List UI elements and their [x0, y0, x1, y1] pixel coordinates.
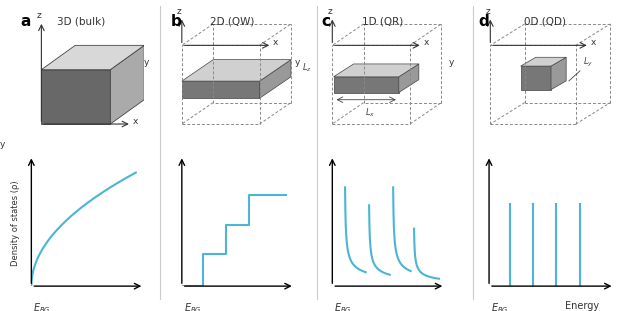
- Text: y: y: [295, 58, 300, 67]
- Polygon shape: [41, 70, 110, 124]
- Text: $E_{BG}$: $E_{BG}$: [33, 301, 51, 311]
- Polygon shape: [41, 45, 144, 70]
- Polygon shape: [260, 60, 291, 98]
- Text: z: z: [36, 11, 41, 20]
- Text: 2D (QW): 2D (QW): [210, 17, 254, 27]
- Polygon shape: [334, 77, 399, 93]
- Polygon shape: [182, 60, 291, 81]
- Polygon shape: [110, 45, 144, 124]
- Text: x: x: [133, 117, 138, 126]
- Text: b: b: [171, 14, 181, 29]
- Text: 3D (bulk): 3D (bulk): [58, 17, 105, 27]
- Polygon shape: [182, 81, 260, 98]
- Text: x: x: [273, 38, 278, 47]
- Text: a: a: [20, 14, 31, 29]
- Text: x: x: [424, 38, 429, 47]
- Text: $E_{BG}$: $E_{BG}$: [492, 301, 509, 311]
- Text: c: c: [321, 14, 330, 29]
- Polygon shape: [551, 57, 566, 90]
- Text: $E_{BG}$: $E_{BG}$: [334, 301, 352, 311]
- Text: $L_z$: $L_z$: [302, 62, 312, 74]
- Text: d: d: [478, 14, 488, 29]
- Text: z: z: [177, 7, 182, 16]
- Text: y: y: [449, 58, 455, 67]
- Text: y: y: [0, 140, 5, 149]
- Text: Energy: Energy: [566, 301, 599, 311]
- Polygon shape: [334, 64, 419, 77]
- Text: $E_{BG}$: $E_{BG}$: [184, 301, 202, 311]
- Text: 1D (QR): 1D (QR): [362, 17, 403, 27]
- Polygon shape: [520, 57, 566, 66]
- Text: $L_y$: $L_y$: [582, 56, 593, 69]
- Polygon shape: [520, 66, 551, 90]
- Text: 0D (QD): 0D (QD): [525, 17, 566, 27]
- Text: y: y: [144, 58, 149, 67]
- Polygon shape: [399, 64, 419, 93]
- Text: x: x: [591, 38, 596, 47]
- Text: z: z: [327, 7, 332, 16]
- Text: Density of states (ρ): Density of states (ρ): [11, 181, 20, 267]
- Text: $L_x$: $L_x$: [365, 107, 375, 119]
- Text: z: z: [485, 7, 490, 16]
